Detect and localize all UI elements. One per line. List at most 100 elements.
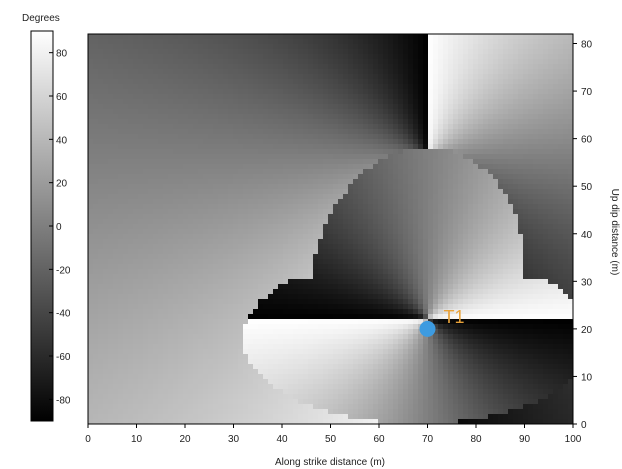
heatmap-cell: [268, 234, 274, 240]
heatmap-cell: [323, 149, 329, 155]
heatmap-cell: [558, 84, 564, 90]
heatmap-cell: [153, 174, 159, 180]
heatmap-cell: [278, 59, 284, 65]
heatmap-cell: [353, 159, 359, 165]
heatmap-cell: [403, 174, 409, 180]
heatmap-cell: [238, 89, 244, 95]
heatmap-cell: [138, 104, 144, 110]
heatmap-cell: [288, 59, 294, 65]
heatmap-cell: [498, 39, 504, 45]
heatmap-cell: [473, 109, 479, 115]
heatmap-cell: [473, 259, 479, 265]
heatmap-cell: [203, 264, 209, 270]
heatmap-cell: [108, 74, 114, 80]
heatmap-cell: [543, 269, 549, 275]
heatmap-cell: [113, 44, 119, 50]
heatmap-cell: [88, 34, 94, 40]
heatmap-cell: [488, 194, 494, 200]
heatmap-cell: [538, 129, 544, 135]
heatmap-cell: [163, 229, 169, 235]
heatmap-cell: [163, 164, 169, 170]
heatmap-cell: [203, 54, 209, 60]
heatmap-cell: [248, 64, 254, 70]
heatmap-cell: [218, 284, 224, 290]
heatmap-cell: [543, 284, 549, 290]
heatmap-cell: [313, 74, 319, 80]
heatmap-cell: [153, 39, 159, 45]
heatmap-cell: [243, 274, 249, 280]
heatmap-cell: [353, 264, 359, 270]
heatmap-cell: [233, 109, 239, 115]
heatmap-cell: [213, 169, 219, 175]
heatmap-cell: [428, 284, 434, 290]
heatmap-cell: [298, 214, 304, 220]
heatmap-cell: [528, 144, 534, 150]
heatmap-cell: [243, 159, 249, 165]
heatmap-cell: [198, 234, 204, 240]
heatmap-cell: [318, 54, 324, 60]
heatmap-cell: [348, 139, 354, 145]
heatmap-cell: [298, 149, 304, 155]
heatmap-cell: [188, 54, 194, 60]
heatmap-cell: [328, 239, 334, 245]
heatmap-cell: [438, 254, 444, 260]
heatmap-cell: [438, 149, 444, 155]
heatmap-cell: [283, 189, 289, 195]
heatmap-cell: [568, 149, 573, 155]
heatmap-cell: [518, 204, 524, 210]
heatmap-cell: [448, 134, 454, 140]
heatmap-cell: [498, 214, 504, 220]
heatmap-cell: [388, 144, 394, 150]
heatmap-cell: [118, 89, 124, 95]
heatmap-cell: [418, 69, 424, 75]
heatmap-cell: [243, 174, 249, 180]
heatmap-cell: [258, 109, 264, 115]
heatmap-cell: [468, 274, 474, 280]
heatmap-cell: [448, 249, 454, 255]
heatmap-cell: [208, 44, 214, 50]
heatmap-cell: [528, 34, 534, 40]
heatmap-cell: [228, 59, 234, 65]
heatmap-cell: [428, 99, 434, 105]
heatmap-cell: [518, 54, 524, 60]
heatmap-cell: [303, 229, 309, 235]
heatmap-cell: [353, 179, 359, 185]
heatmap-cell: [488, 79, 494, 85]
heatmap-cell: [468, 144, 474, 150]
heatmap-cell: [433, 129, 439, 135]
heatmap-cell: [278, 269, 284, 275]
heatmap-cell: [113, 199, 119, 205]
heatmap-cell: [488, 104, 494, 110]
heatmap-cell: [203, 189, 209, 195]
heatmap-cell: [383, 134, 389, 140]
heatmap-cell: [148, 79, 154, 85]
heatmap-cell: [508, 274, 514, 280]
heatmap-cell: [328, 114, 334, 120]
heatmap-cell: [443, 239, 449, 245]
heatmap-cell: [88, 204, 94, 210]
heatmap-cell: [503, 74, 509, 80]
heatmap-cell: [93, 89, 99, 95]
heatmap-cell: [238, 209, 244, 215]
heatmap-cell: [333, 39, 339, 45]
heatmap-cell: [363, 129, 369, 135]
heatmap-cell: [233, 164, 239, 170]
heatmap-cell: [493, 99, 499, 105]
heatmap-cell: [213, 239, 219, 245]
heatmap-cell: [438, 174, 444, 180]
heatmap-cell: [188, 234, 194, 240]
heatmap-cell: [128, 214, 134, 220]
heatmap-cell: [353, 124, 359, 130]
heatmap-cell: [373, 49, 379, 55]
heatmap-cell: [113, 184, 119, 190]
heatmap-cell: [123, 204, 129, 210]
heatmap-cell: [453, 84, 459, 90]
heatmap-cell: [413, 154, 419, 160]
heatmap-cell: [153, 34, 159, 40]
heatmap-cell: [503, 69, 509, 75]
heatmap-cell: [428, 209, 434, 215]
heatmap-cell: [373, 174, 379, 180]
heatmap-cell: [563, 79, 569, 85]
heatmap-cell: [313, 179, 319, 185]
heatmap-cell: [123, 214, 129, 220]
